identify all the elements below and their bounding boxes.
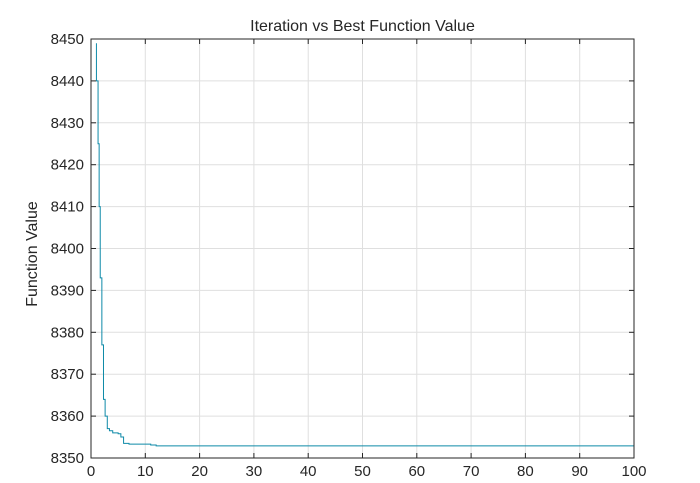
x-tick-label: 100 xyxy=(621,463,646,480)
x-tick-label: 70 xyxy=(463,463,480,480)
x-tick-label: 60 xyxy=(408,463,425,480)
x-tick-label: 80 xyxy=(517,463,534,480)
series-layer xyxy=(95,43,634,447)
x-tick-label: 0 xyxy=(87,463,95,480)
grid-lines xyxy=(91,39,634,458)
x-tick-label: 30 xyxy=(246,463,263,480)
x-tick-label: 40 xyxy=(300,463,317,480)
y-tick-label: 8400 xyxy=(51,241,84,258)
y-tick-label: 8360 xyxy=(51,408,84,425)
y-tick-label: 8420 xyxy=(51,157,84,174)
axes: 0 10 20 30 40 50 60 70 80 90 100 8350 8360 8370 8380 83… xyxy=(51,31,647,480)
y-tick-label: 8430 xyxy=(51,115,84,132)
y-tick-label: 8390 xyxy=(51,282,84,299)
x-tick-label: 50 xyxy=(354,463,371,480)
chart-title: Iteration vs Best Function Value xyxy=(250,18,475,35)
x-tick-label: 10 xyxy=(137,463,154,480)
y-tick-label: 8410 xyxy=(51,199,84,216)
y-tick-label: 8440 xyxy=(51,73,84,90)
y-tick-label: 8350 xyxy=(51,450,84,467)
y-axis-label: Function Value xyxy=(24,201,41,307)
y-tick-label: 8380 xyxy=(51,324,84,341)
y-tick-label: 8370 xyxy=(51,366,84,383)
y-tick-label: 8450 xyxy=(51,31,84,48)
x-tick-label: 90 xyxy=(571,463,588,480)
series-line xyxy=(95,43,634,447)
x-tick-label: 20 xyxy=(191,463,208,480)
